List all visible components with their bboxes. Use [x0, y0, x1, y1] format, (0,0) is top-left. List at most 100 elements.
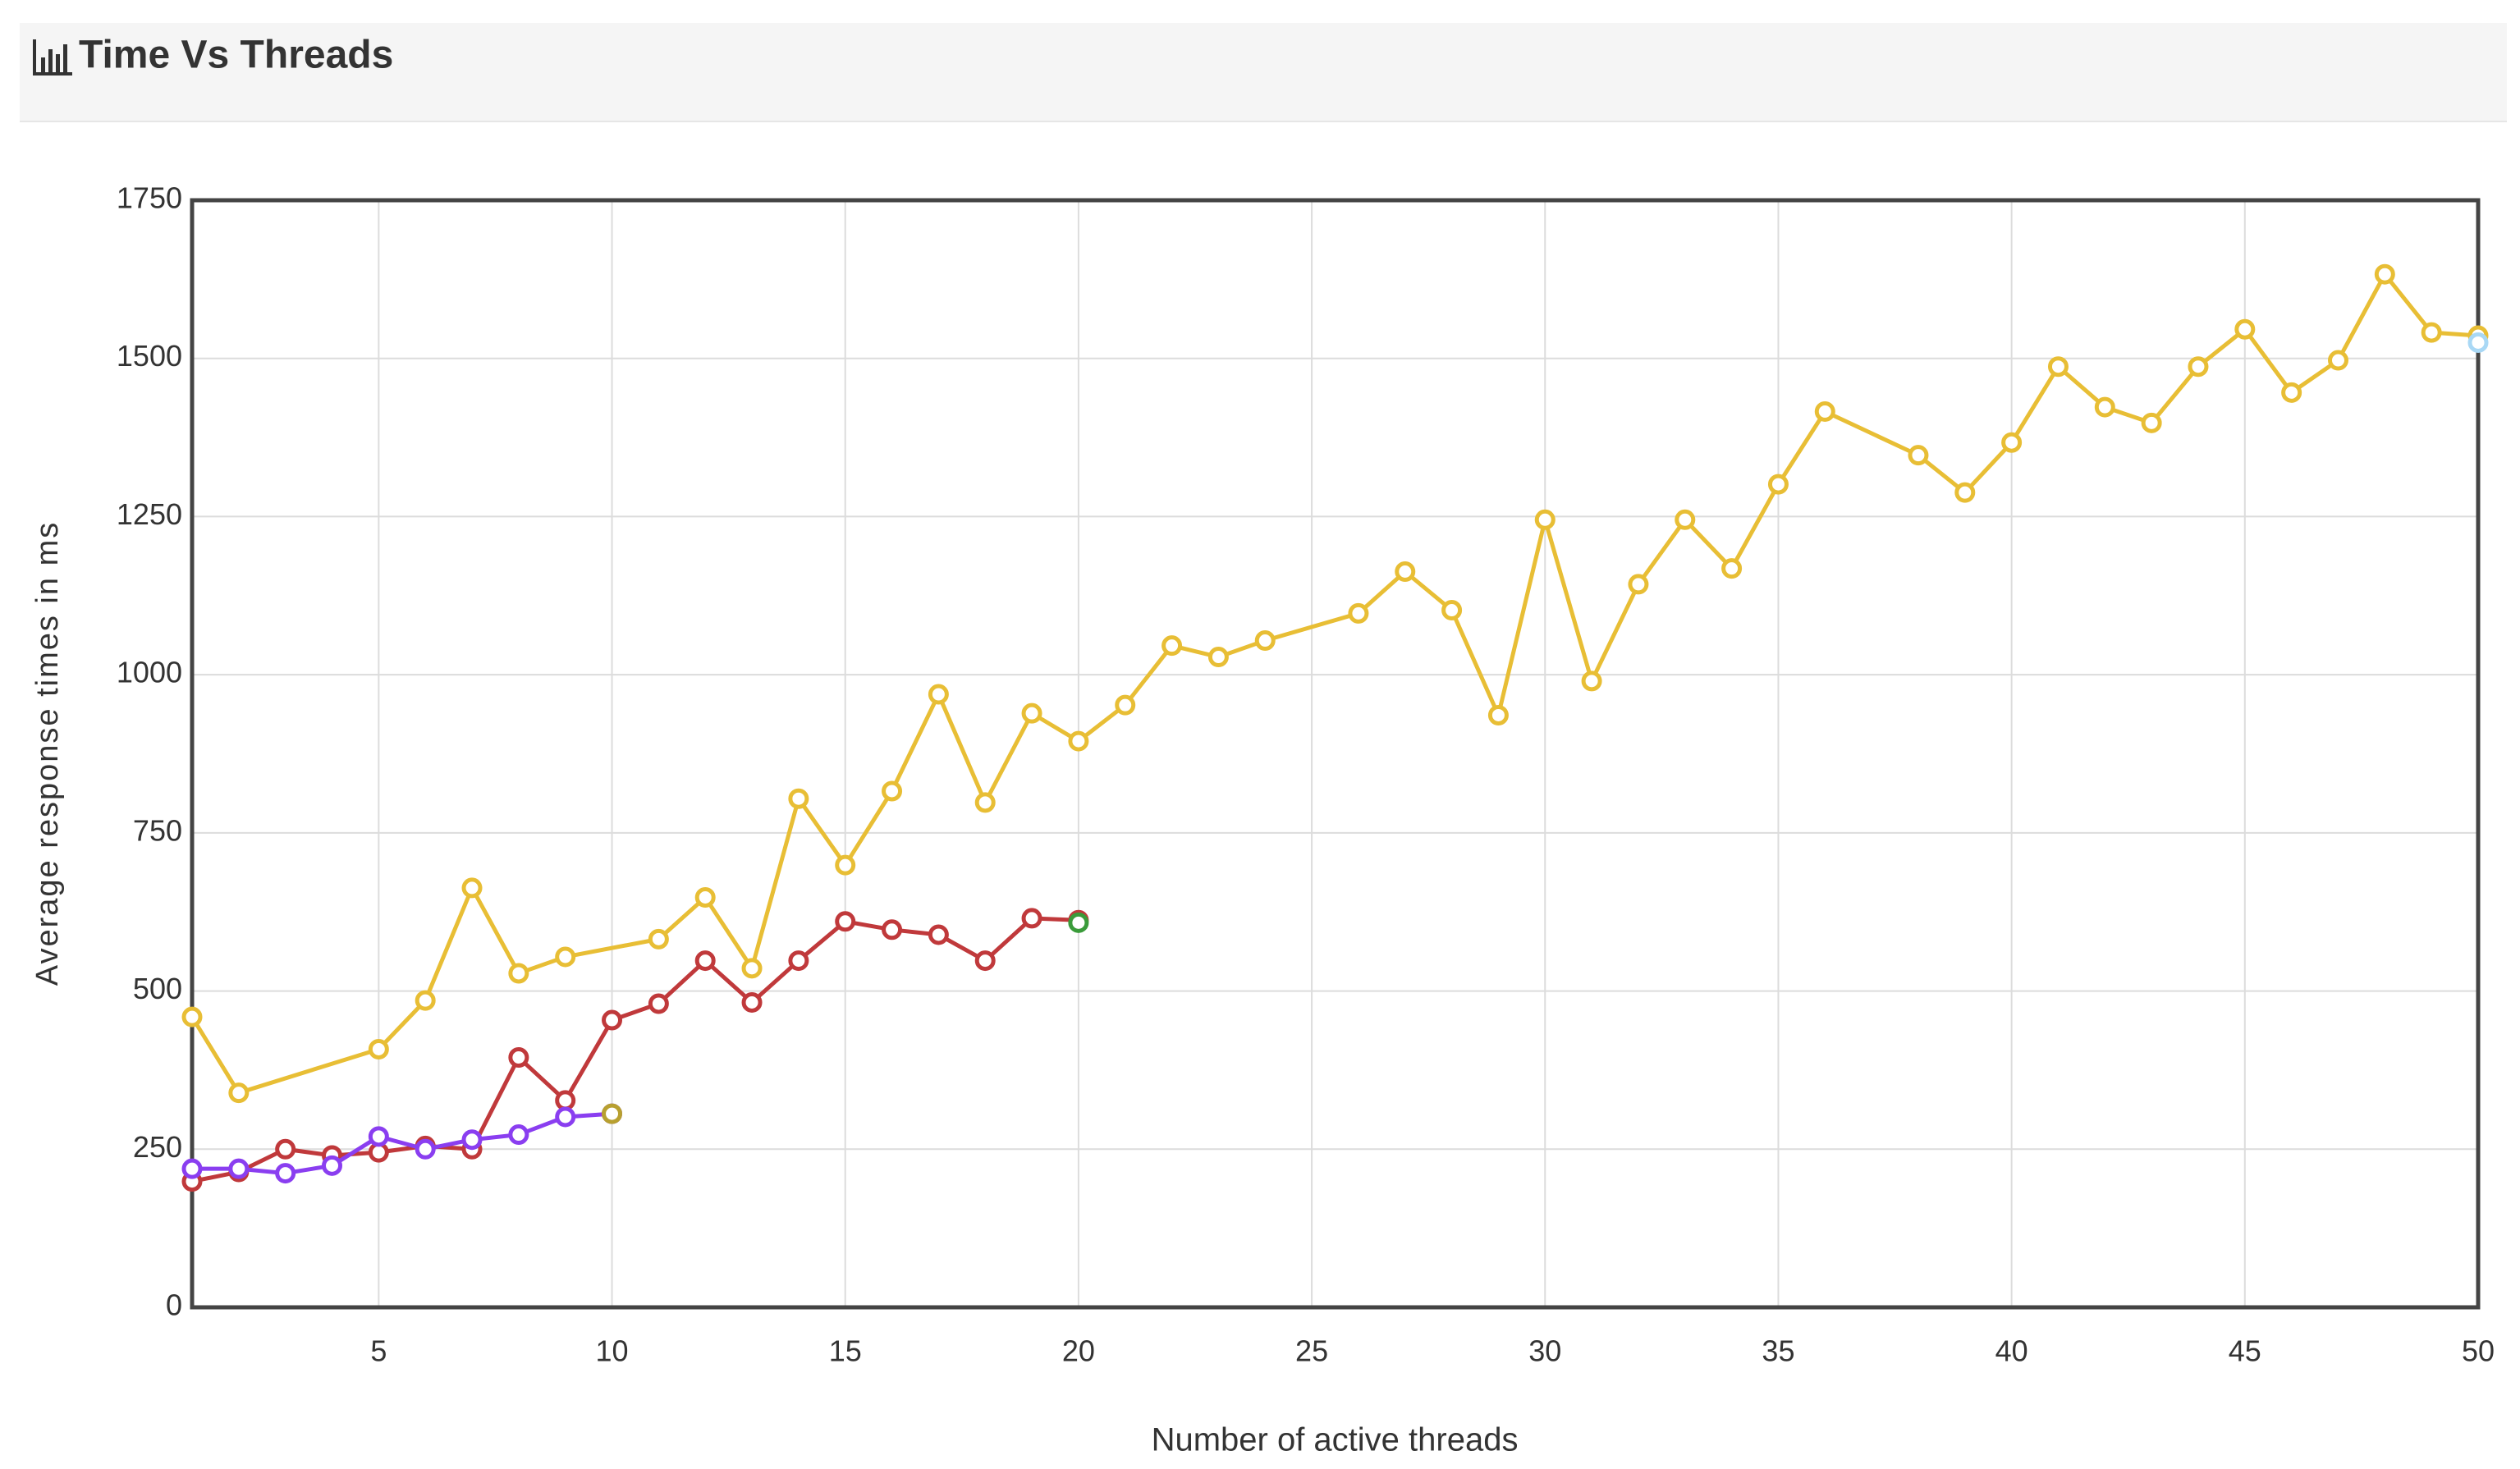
- data-point: [228, 1158, 250, 1179]
- data-point: [1534, 509, 1556, 530]
- data-point: [1068, 730, 1089, 752]
- data-point: [2467, 332, 2489, 353]
- data-point: [882, 780, 903, 802]
- data-point: [415, 990, 436, 1011]
- y-tick-label: 0: [166, 1288, 182, 1322]
- data-point: [974, 950, 996, 972]
- data-point: [555, 1090, 576, 1111]
- data-point: [648, 928, 669, 950]
- data-point: [928, 924, 949, 945]
- data-point: [368, 1038, 389, 1059]
- data-point: [928, 684, 949, 705]
- y-tick-label: 1000: [117, 656, 182, 689]
- data-point: [2094, 396, 2115, 418]
- data-point: [415, 1138, 436, 1160]
- x-tick-label: 35: [1762, 1334, 1794, 1368]
- data-point: [1675, 509, 1696, 530]
- x-tick-label: 5: [370, 1334, 387, 1368]
- y-tick-label: 250: [133, 1130, 182, 1164]
- data-point: [741, 991, 763, 1013]
- data-point: [1908, 445, 1929, 466]
- data-point: [508, 1047, 529, 1069]
- data-point: [555, 1106, 576, 1128]
- series-line: [190, 272, 2479, 1096]
- x-tick-label: 30: [1528, 1334, 1561, 1368]
- data-point: [1954, 482, 1976, 503]
- data-point: [461, 877, 483, 899]
- data-point: [508, 1124, 529, 1146]
- data-point: [882, 919, 903, 940]
- data-point: [1395, 561, 1416, 582]
- data-point: [2327, 350, 2348, 371]
- data-point: [1721, 558, 1743, 579]
- data-point: [835, 911, 856, 932]
- data-point: [368, 1126, 389, 1147]
- x-tick-label: 15: [829, 1334, 862, 1368]
- data-point: [1161, 635, 1183, 657]
- data-point: [275, 1138, 296, 1160]
- data-point: [2188, 356, 2209, 378]
- data-point: [181, 1158, 203, 1179]
- data-point: [602, 1009, 623, 1031]
- data-point: [2234, 318, 2256, 340]
- chart-title: Time Vs Threads: [79, 34, 393, 77]
- data-point: [181, 1006, 203, 1027]
- y-tick-label: 750: [133, 813, 182, 847]
- data-point: [2374, 263, 2395, 285]
- data-point: [1254, 630, 1276, 652]
- y-axis-label: Average response times in ms: [30, 521, 65, 986]
- x-tick-label: 45: [2229, 1334, 2261, 1368]
- data-point: [1115, 694, 1136, 716]
- plot-frame: [190, 198, 2481, 1310]
- data-point: [1068, 912, 1089, 933]
- data-point: [2281, 382, 2302, 403]
- data-point: [1021, 908, 1042, 929]
- data-point: [788, 950, 809, 972]
- data-point: [694, 950, 716, 972]
- data-point: [228, 1082, 250, 1104]
- x-tick-label: 20: [1062, 1334, 1095, 1368]
- data-point: [1348, 602, 1369, 624]
- data-point: [1581, 670, 1602, 692]
- data-point: [322, 1155, 343, 1176]
- data-point: [275, 1163, 296, 1184]
- x-tick-label: 25: [1295, 1334, 1328, 1368]
- data-point: [694, 886, 716, 908]
- series-line: [192, 1111, 612, 1176]
- data-point: [741, 958, 763, 979]
- data-point: [2141, 412, 2162, 433]
- data-point: [1767, 474, 1789, 495]
- y-tick-label: 500: [133, 972, 182, 1005]
- data-point: [1814, 400, 1835, 422]
- data-point: [2047, 356, 2069, 378]
- data-point: [1628, 574, 1649, 595]
- data-point: [2421, 322, 2442, 343]
- data-point: [1021, 702, 1042, 724]
- y-tick-label: 1750: [117, 181, 182, 215]
- x-tick-label: 40: [1995, 1334, 2028, 1368]
- data-point: [1487, 704, 1509, 725]
- grid: [192, 199, 2479, 1308]
- chart-icon: [33, 39, 72, 76]
- data-point: [1207, 647, 1229, 668]
- data-point: [461, 1129, 483, 1151]
- data-point: [2001, 432, 2023, 453]
- data-point: [508, 963, 529, 984]
- series-line: [191, 916, 1079, 1184]
- data-point: [974, 792, 996, 813]
- data-point: [555, 946, 576, 968]
- data-point: [835, 854, 856, 876]
- y-tick-label: 1250: [117, 497, 182, 531]
- data-point: [648, 993, 669, 1014]
- data-point: [788, 788, 809, 809]
- x-tick-label: 10: [596, 1334, 629, 1368]
- data-point: [1441, 600, 1463, 621]
- header-bar: [20, 23, 2507, 121]
- series-group: [181, 263, 2489, 1192]
- data-point: [602, 1103, 623, 1124]
- y-tick-label: 1500: [117, 339, 182, 373]
- x-axis-label: Number of active threads: [1152, 1422, 1519, 1458]
- x-tick-label: 50: [2462, 1334, 2495, 1368]
